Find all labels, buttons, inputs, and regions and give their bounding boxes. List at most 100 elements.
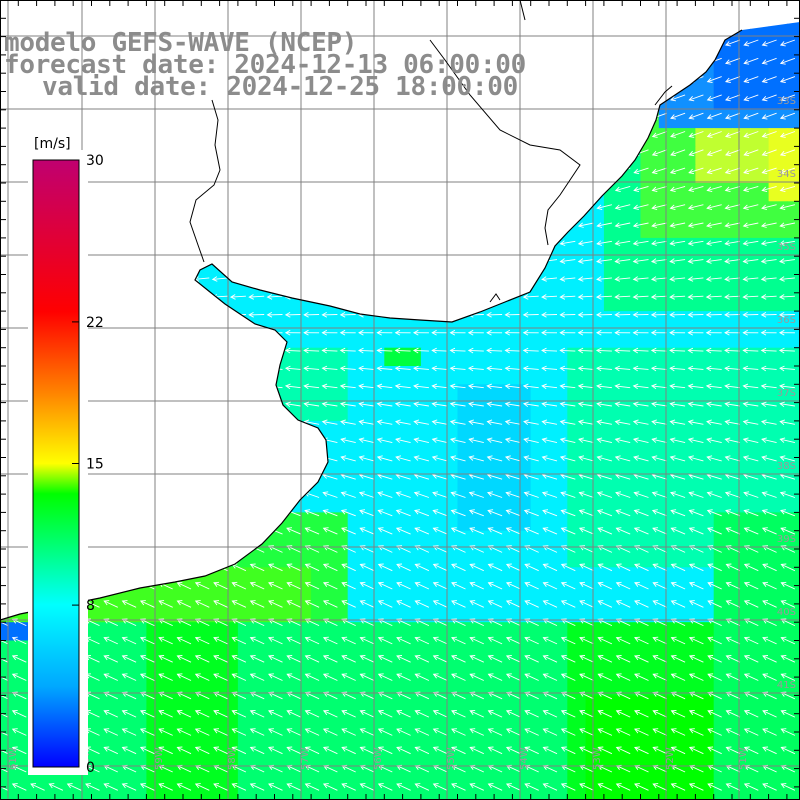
wind-arrow <box>579 94 594 101</box>
wind-arrow <box>286 167 301 174</box>
wind-arrow <box>140 637 155 645</box>
wind-arrow <box>158 185 173 191</box>
wind-arrow-head <box>11 563 18 569</box>
wind-arrow-head <box>468 509 475 515</box>
wind-arrow <box>469 527 484 535</box>
wind-arrow-head <box>175 419 182 426</box>
wind-arrow <box>414 185 430 191</box>
wind-arrow <box>670 474 686 480</box>
wind-arrow <box>232 692 247 700</box>
wind-arrow-head <box>211 365 218 372</box>
wind-arrow <box>561 76 576 83</box>
wind-arrow-head <box>194 168 200 175</box>
wind-arrow-head <box>341 636 348 642</box>
wind-arrow <box>706 349 722 352</box>
wind-arrow <box>249 240 265 245</box>
wind-arrow <box>688 259 704 263</box>
wind-arrow <box>341 509 356 517</box>
wind-arrow <box>84 222 100 227</box>
wind-arrow-head <box>451 655 457 661</box>
wind-arrow-head <box>341 746 348 752</box>
wind-arrow <box>177 673 192 681</box>
wind-arrow <box>84 185 100 191</box>
wind-arrow <box>177 710 192 718</box>
wind-arrow <box>304 421 320 425</box>
wind-arrow-head <box>138 329 145 336</box>
wind-arrow <box>524 582 539 590</box>
wind-arrow <box>157 403 173 407</box>
wind-arrow-head <box>780 709 787 716</box>
wind-arrow <box>707 746 722 755</box>
wind-arrow-head <box>560 673 567 679</box>
wind-arrow-head <box>66 527 73 533</box>
wind-arrow <box>725 403 741 407</box>
wind-arrow <box>66 149 82 156</box>
wind-arrow <box>468 240 484 245</box>
wind-arrow <box>744 563 759 572</box>
wind-arrow-head <box>413 491 420 497</box>
wind-arrow <box>524 710 539 718</box>
wind-arrow <box>524 783 539 791</box>
wind-arrow-head <box>761 186 768 193</box>
wind-arrow-head <box>376 419 383 426</box>
wind-arrow <box>359 277 375 280</box>
wind-arrow-head <box>230 383 236 390</box>
wind-arrow <box>762 167 777 174</box>
wind-arrow <box>560 456 576 462</box>
wind-arrow-head <box>743 728 750 734</box>
wind-arrow-head <box>669 258 676 264</box>
wind-arrow <box>415 600 430 608</box>
wind-arrow-head <box>522 383 529 390</box>
wind-arrow-head <box>688 655 695 661</box>
wind-arrow-head <box>249 655 256 661</box>
wind-arrow <box>323 692 338 700</box>
wind-arrow <box>139 295 155 298</box>
wind-arrow <box>249 385 265 389</box>
wind-arrow-head <box>413 132 420 138</box>
wind-arrow <box>779 277 795 280</box>
wind-arrow-head <box>559 294 566 300</box>
wind-arrow <box>688 277 704 280</box>
wind-arrow-head <box>413 186 420 193</box>
wind-arrow-head <box>47 168 54 175</box>
wind-arrow <box>194 367 210 370</box>
wind-arrow <box>487 349 503 352</box>
wind-arrow-head <box>30 545 37 551</box>
wind-arrow-head <box>321 329 328 336</box>
wind-arrow <box>652 57 667 64</box>
wind-arrow-head <box>632 383 639 390</box>
wind-arrow <box>488 673 503 681</box>
wind-arrow <box>598 765 613 773</box>
wind-arrow <box>158 456 173 462</box>
wind-arrow-head <box>505 509 512 515</box>
wind-arrow-head <box>285 419 291 426</box>
wind-arrow <box>653 563 667 572</box>
wind-arrow-head <box>394 276 401 282</box>
wind-arrow <box>634 112 649 119</box>
wind-arrow-head <box>249 673 256 679</box>
wind-arrow-head <box>486 294 492 300</box>
wind-arrow-head <box>376 383 383 390</box>
wind-arrow <box>761 349 777 352</box>
wind-arrow <box>469 492 484 498</box>
wind-arrow-head <box>670 41 676 47</box>
wind-arrow-head <box>450 455 457 461</box>
wind-arrow-head <box>760 365 767 372</box>
wind-arrow-head <box>705 329 712 336</box>
wind-arrow-head <box>341 527 347 533</box>
wind-arrow <box>579 655 594 663</box>
wind-arrow-head <box>66 150 73 157</box>
wind-arrow <box>506 637 521 645</box>
wind-arrow <box>232 746 247 755</box>
wind-arrow-head <box>651 509 658 515</box>
wind-arrow-head <box>286 545 293 551</box>
wind-arrow <box>652 204 667 209</box>
wind-arrow-head <box>596 276 602 282</box>
longitude-label: 61W <box>8 747 19 770</box>
wind-arrow-head <box>266 312 273 318</box>
wind-arrow <box>670 295 686 298</box>
wind-arrow <box>615 39 631 46</box>
wind-arrow <box>634 765 649 773</box>
wind-arrow <box>158 728 173 736</box>
wind-arrow <box>598 655 613 663</box>
